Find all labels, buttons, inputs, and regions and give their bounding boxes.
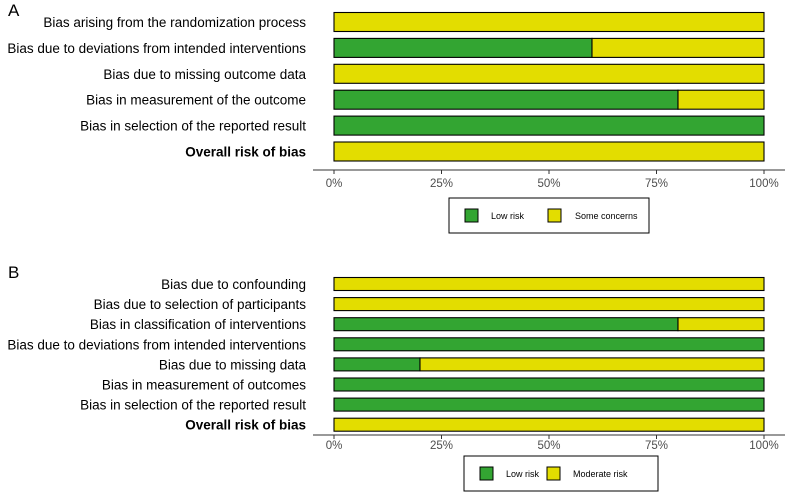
bar-segment-some-concerns bbox=[333, 141, 765, 162]
bar-segment-moderate-risk bbox=[677, 317, 765, 332]
x-tick-label: 25% bbox=[430, 178, 453, 190]
legend-box bbox=[448, 197, 650, 234]
legend-label: Low risk bbox=[491, 211, 525, 221]
panel-a: A Bias arising from the randomization pro… bbox=[7, 1, 785, 234]
legend: Low risk Moderate risk bbox=[463, 455, 659, 492]
bar-segment-moderate-risk bbox=[419, 357, 765, 372]
x-tick-label: 75% bbox=[645, 440, 668, 452]
legend-swatch bbox=[479, 466, 494, 481]
x-tick-label: 50% bbox=[537, 178, 560, 190]
bar-segment-moderate-risk bbox=[333, 297, 765, 312]
category-label: Bias due to confounding bbox=[161, 277, 306, 292]
legend-swatch bbox=[547, 208, 562, 223]
x-tick-label: 100% bbox=[749, 178, 778, 190]
category-label: Bias due to selection of participants bbox=[94, 297, 307, 312]
bar-segment-low-risk bbox=[333, 317, 679, 332]
panel-letter: B bbox=[8, 263, 19, 282]
category-label: Bias in measurement of outcomes bbox=[102, 378, 306, 393]
legend-label: Moderate risk bbox=[573, 469, 628, 479]
legend-label: Low risk bbox=[506, 469, 540, 479]
bar-segment-moderate-risk bbox=[333, 276, 765, 292]
legend: Low risk Some concerns bbox=[448, 197, 650, 234]
legend-label: Some concerns bbox=[575, 211, 638, 221]
category-label: Overall risk of bias bbox=[185, 418, 306, 433]
bar-segment-moderate-risk bbox=[333, 417, 765, 432]
x-tick-label: 25% bbox=[430, 440, 453, 452]
x-tick-label: 0% bbox=[326, 178, 343, 190]
category-label: Bias in selection of the reported result bbox=[80, 398, 306, 413]
category-label: Bias due to deviations from intended int… bbox=[7, 41, 306, 56]
category-label: Bias due to missing outcome data bbox=[103, 67, 306, 82]
bar-segment-some-concerns bbox=[591, 37, 765, 58]
legend-box bbox=[463, 455, 659, 492]
bar-segment-some-concerns bbox=[333, 11, 765, 33]
bar-segment-low-risk bbox=[333, 337, 765, 352]
legend-swatch bbox=[464, 208, 479, 223]
x-tick-label: 75% bbox=[645, 178, 668, 190]
category-label: Bias in measurement of the outcome bbox=[86, 93, 306, 108]
bar-segment-low-risk bbox=[333, 377, 765, 392]
panel-letter: A bbox=[8, 1, 20, 20]
bar-segment-some-concerns bbox=[677, 89, 765, 110]
category-label: Bias due to deviations from intended int… bbox=[7, 337, 306, 352]
category-label: Overall risk of bias bbox=[185, 145, 306, 160]
bar-segment-low-risk bbox=[333, 37, 593, 58]
bar-segment-low-risk bbox=[333, 115, 765, 136]
bar-segment-low-risk bbox=[333, 89, 679, 110]
bar-segment-low-risk bbox=[333, 397, 765, 412]
category-label: Bias due to missing data bbox=[159, 357, 307, 372]
category-label: Bias in classification of interventions bbox=[90, 317, 306, 332]
bar-segment-some-concerns bbox=[333, 63, 765, 84]
x-tick-label: 0% bbox=[326, 440, 343, 452]
x-tick-label: 100% bbox=[749, 440, 778, 452]
x-tick-label: 50% bbox=[537, 440, 560, 452]
legend-swatch bbox=[546, 466, 561, 481]
category-label: Bias in selection of the reported result bbox=[80, 119, 306, 134]
panel-b: B Bias due to confounding Bias due to sele… bbox=[7, 263, 785, 492]
category-label: Bias arising from the randomization proc… bbox=[43, 15, 306, 30]
bar-segment-low-risk bbox=[333, 357, 421, 372]
